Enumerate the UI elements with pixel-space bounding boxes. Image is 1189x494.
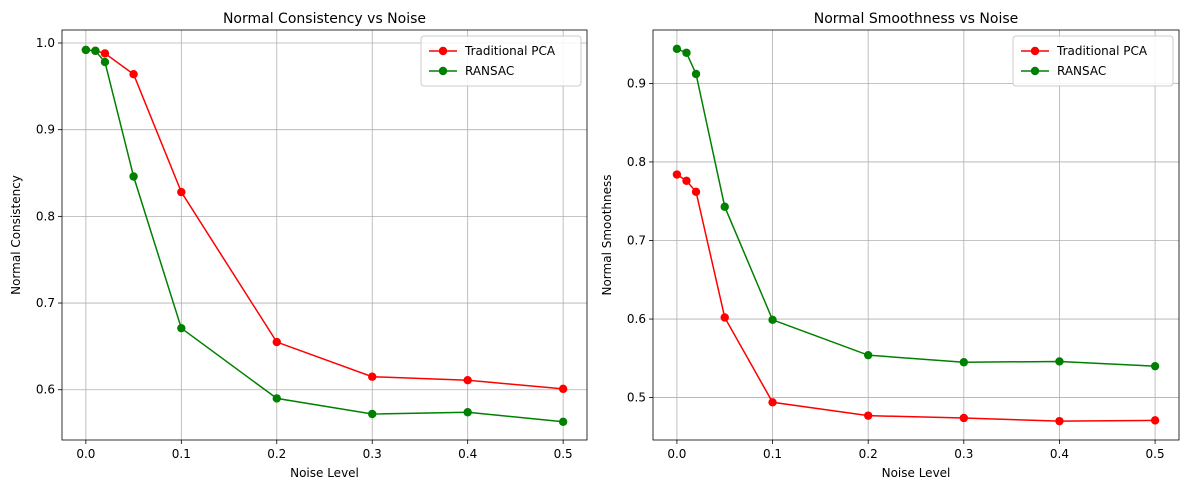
- data-point: [863, 411, 873, 420]
- x-tick-label: 0.1: [763, 447, 782, 461]
- data-point: [691, 69, 701, 79]
- data-point: [1150, 416, 1160, 425]
- data-point: [1055, 416, 1064, 426]
- legend-marker: [1030, 66, 1040, 76]
- x-tick-label: 0.5: [554, 447, 573, 461]
- y-tick-label: 1.0: [36, 36, 55, 50]
- x-tick-label: 0.1: [172, 447, 191, 461]
- data-point: [81, 45, 91, 55]
- data-point: [768, 398, 777, 407]
- data-point: [368, 372, 377, 381]
- data-point: [91, 46, 100, 56]
- data-point: [959, 358, 969, 367]
- data-point: [558, 417, 568, 426]
- x-tick-label: 0.3: [363, 447, 382, 461]
- data-point: [463, 375, 472, 385]
- data-point: [863, 350, 873, 360]
- data-point: [1055, 357, 1064, 366]
- legend: Traditional PCA RANSAC: [420, 35, 582, 87]
- legend-label: Traditional PCA: [1056, 44, 1148, 58]
- legend-label: RANSAC: [465, 64, 514, 78]
- y-tick-label: 0.6: [627, 312, 646, 326]
- data-point: [177, 187, 186, 197]
- data-point: [768, 315, 777, 325]
- legend-box: [420, 35, 582, 87]
- data-point: [558, 384, 568, 394]
- y-tick-label: 0.9: [36, 123, 55, 137]
- legend-box: [1012, 35, 1174, 87]
- data-point: [672, 170, 682, 179]
- x-tick-label: 0.5: [1146, 447, 1165, 461]
- data-point: [100, 57, 110, 67]
- data-point: [672, 44, 682, 54]
- x-axis-label: Noise Level: [290, 466, 359, 480]
- y-axis-label: Normal Smoothness: [600, 174, 614, 295]
- legend-marker: [438, 66, 448, 76]
- legend-label: RANSAC: [1057, 64, 1106, 78]
- y-tick-label: 0.6: [36, 383, 55, 397]
- x-tick-label: 0.0: [667, 447, 686, 461]
- data-point: [129, 70, 138, 79]
- x-tick-label: 0.4: [458, 447, 477, 461]
- x-axis-label: Noise Level: [882, 466, 951, 480]
- x-tick-label: 0.2: [267, 447, 286, 461]
- data-point: [720, 202, 729, 211]
- chart-title: Normal Consistency vs Noise: [223, 11, 426, 27]
- y-tick-label: 0.7: [627, 233, 646, 247]
- y-tick-label: 0.7: [36, 296, 55, 310]
- data-point: [682, 48, 691, 57]
- chart-title: Normal Smoothness vs Noise: [814, 11, 1019, 27]
- data-point: [682, 176, 691, 186]
- data-point: [272, 394, 281, 403]
- x-tick-label: 0.2: [859, 447, 878, 461]
- data-point: [959, 413, 969, 423]
- data-point: [129, 172, 138, 181]
- plot-frame: [61, 29, 588, 441]
- data-point: [1150, 361, 1160, 371]
- data-point: [100, 49, 110, 58]
- x-tick-label: 0.4: [1050, 447, 1069, 461]
- data-point: [691, 187, 701, 197]
- data-point: [368, 409, 377, 419]
- y-tick-label: 0.5: [627, 391, 646, 405]
- plot-frame: [652, 29, 1180, 441]
- legend-marker: [1030, 46, 1040, 56]
- y-tick-label: 0.8: [627, 155, 646, 169]
- data-point: [720, 313, 729, 322]
- chart-2: 0.0 0.1 0.2 0.3 0.4 0.5 0.5 0.6 0.7 0.8 0.9 Normal …: [600, 11, 1180, 480]
- data-point: [177, 323, 186, 333]
- y-tick-label: 0.8: [36, 209, 55, 223]
- y-tick-label: 0.9: [627, 76, 646, 90]
- legend-marker: [438, 46, 448, 56]
- data-point: [463, 408, 472, 417]
- chart-1: 0.0 0.1 0.2 0.3 0.4 0.5 0.6 0.7 0.8 0.9 1.0 Normal …: [9, 11, 588, 480]
- x-tick-label: 0.0: [76, 447, 95, 461]
- data-point: [272, 337, 281, 347]
- y-axis-label: Normal Consistency: [9, 175, 23, 295]
- legend-label: Traditional PCA: [464, 44, 556, 58]
- legend: Traditional PCA RANSAC: [1012, 35, 1174, 87]
- x-tick-label: 0.3: [954, 447, 973, 461]
